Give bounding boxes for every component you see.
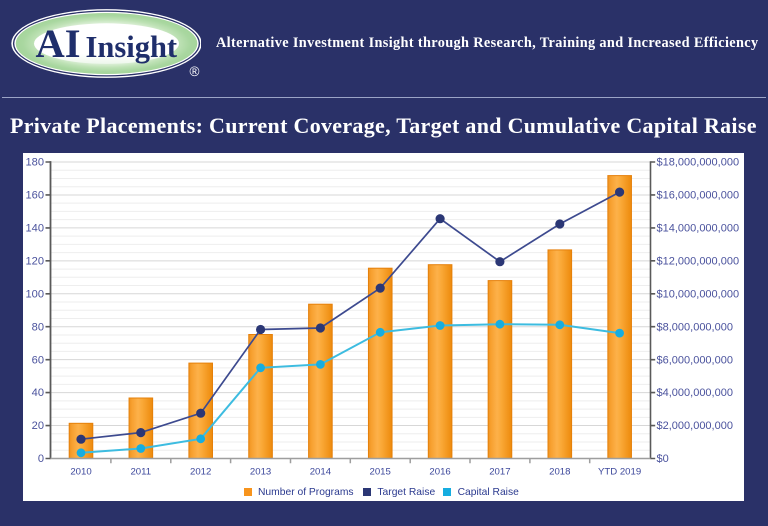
svg-text:160: 160: [25, 190, 44, 202]
svg-text:2011: 2011: [130, 467, 151, 478]
svg-text:$16,000,000,000: $16,000,000,000: [657, 190, 740, 202]
svg-text:2012: 2012: [190, 467, 211, 478]
svg-text:$0: $0: [657, 453, 669, 465]
svg-text:$8,000,000,000: $8,000,000,000: [657, 321, 733, 333]
svg-text:2014: 2014: [310, 467, 332, 478]
svg-text:$10,000,000,000: $10,000,000,000: [657, 288, 740, 300]
svg-text:$18,000,000,000: $18,000,000,000: [657, 157, 740, 169]
svg-text:2018: 2018: [549, 467, 570, 478]
svg-text:2015: 2015: [370, 467, 391, 478]
svg-text:0: 0: [38, 453, 44, 465]
svg-text:80: 80: [32, 321, 44, 333]
svg-text:100: 100: [25, 288, 44, 300]
svg-text:2017: 2017: [489, 467, 510, 478]
svg-text:2010: 2010: [70, 467, 91, 478]
svg-text:YTD 2019: YTD 2019: [598, 467, 641, 478]
svg-text:$6,000,000,000: $6,000,000,000: [657, 354, 733, 366]
svg-text:$14,000,000,000: $14,000,000,000: [657, 222, 740, 234]
svg-text:2013: 2013: [250, 467, 271, 478]
svg-text:$2,000,000,000: $2,000,000,000: [657, 420, 733, 432]
svg-text:140: 140: [25, 222, 44, 234]
svg-text:$12,000,000,000: $12,000,000,000: [657, 255, 740, 267]
svg-text:20: 20: [32, 420, 44, 432]
svg-text:120: 120: [25, 255, 44, 267]
svg-text:2016: 2016: [429, 467, 450, 478]
svg-text:60: 60: [32, 354, 44, 366]
svg-text:$4,000,000,000: $4,000,000,000: [657, 387, 733, 399]
svg-text:180: 180: [25, 157, 44, 169]
svg-text:40: 40: [32, 387, 44, 399]
